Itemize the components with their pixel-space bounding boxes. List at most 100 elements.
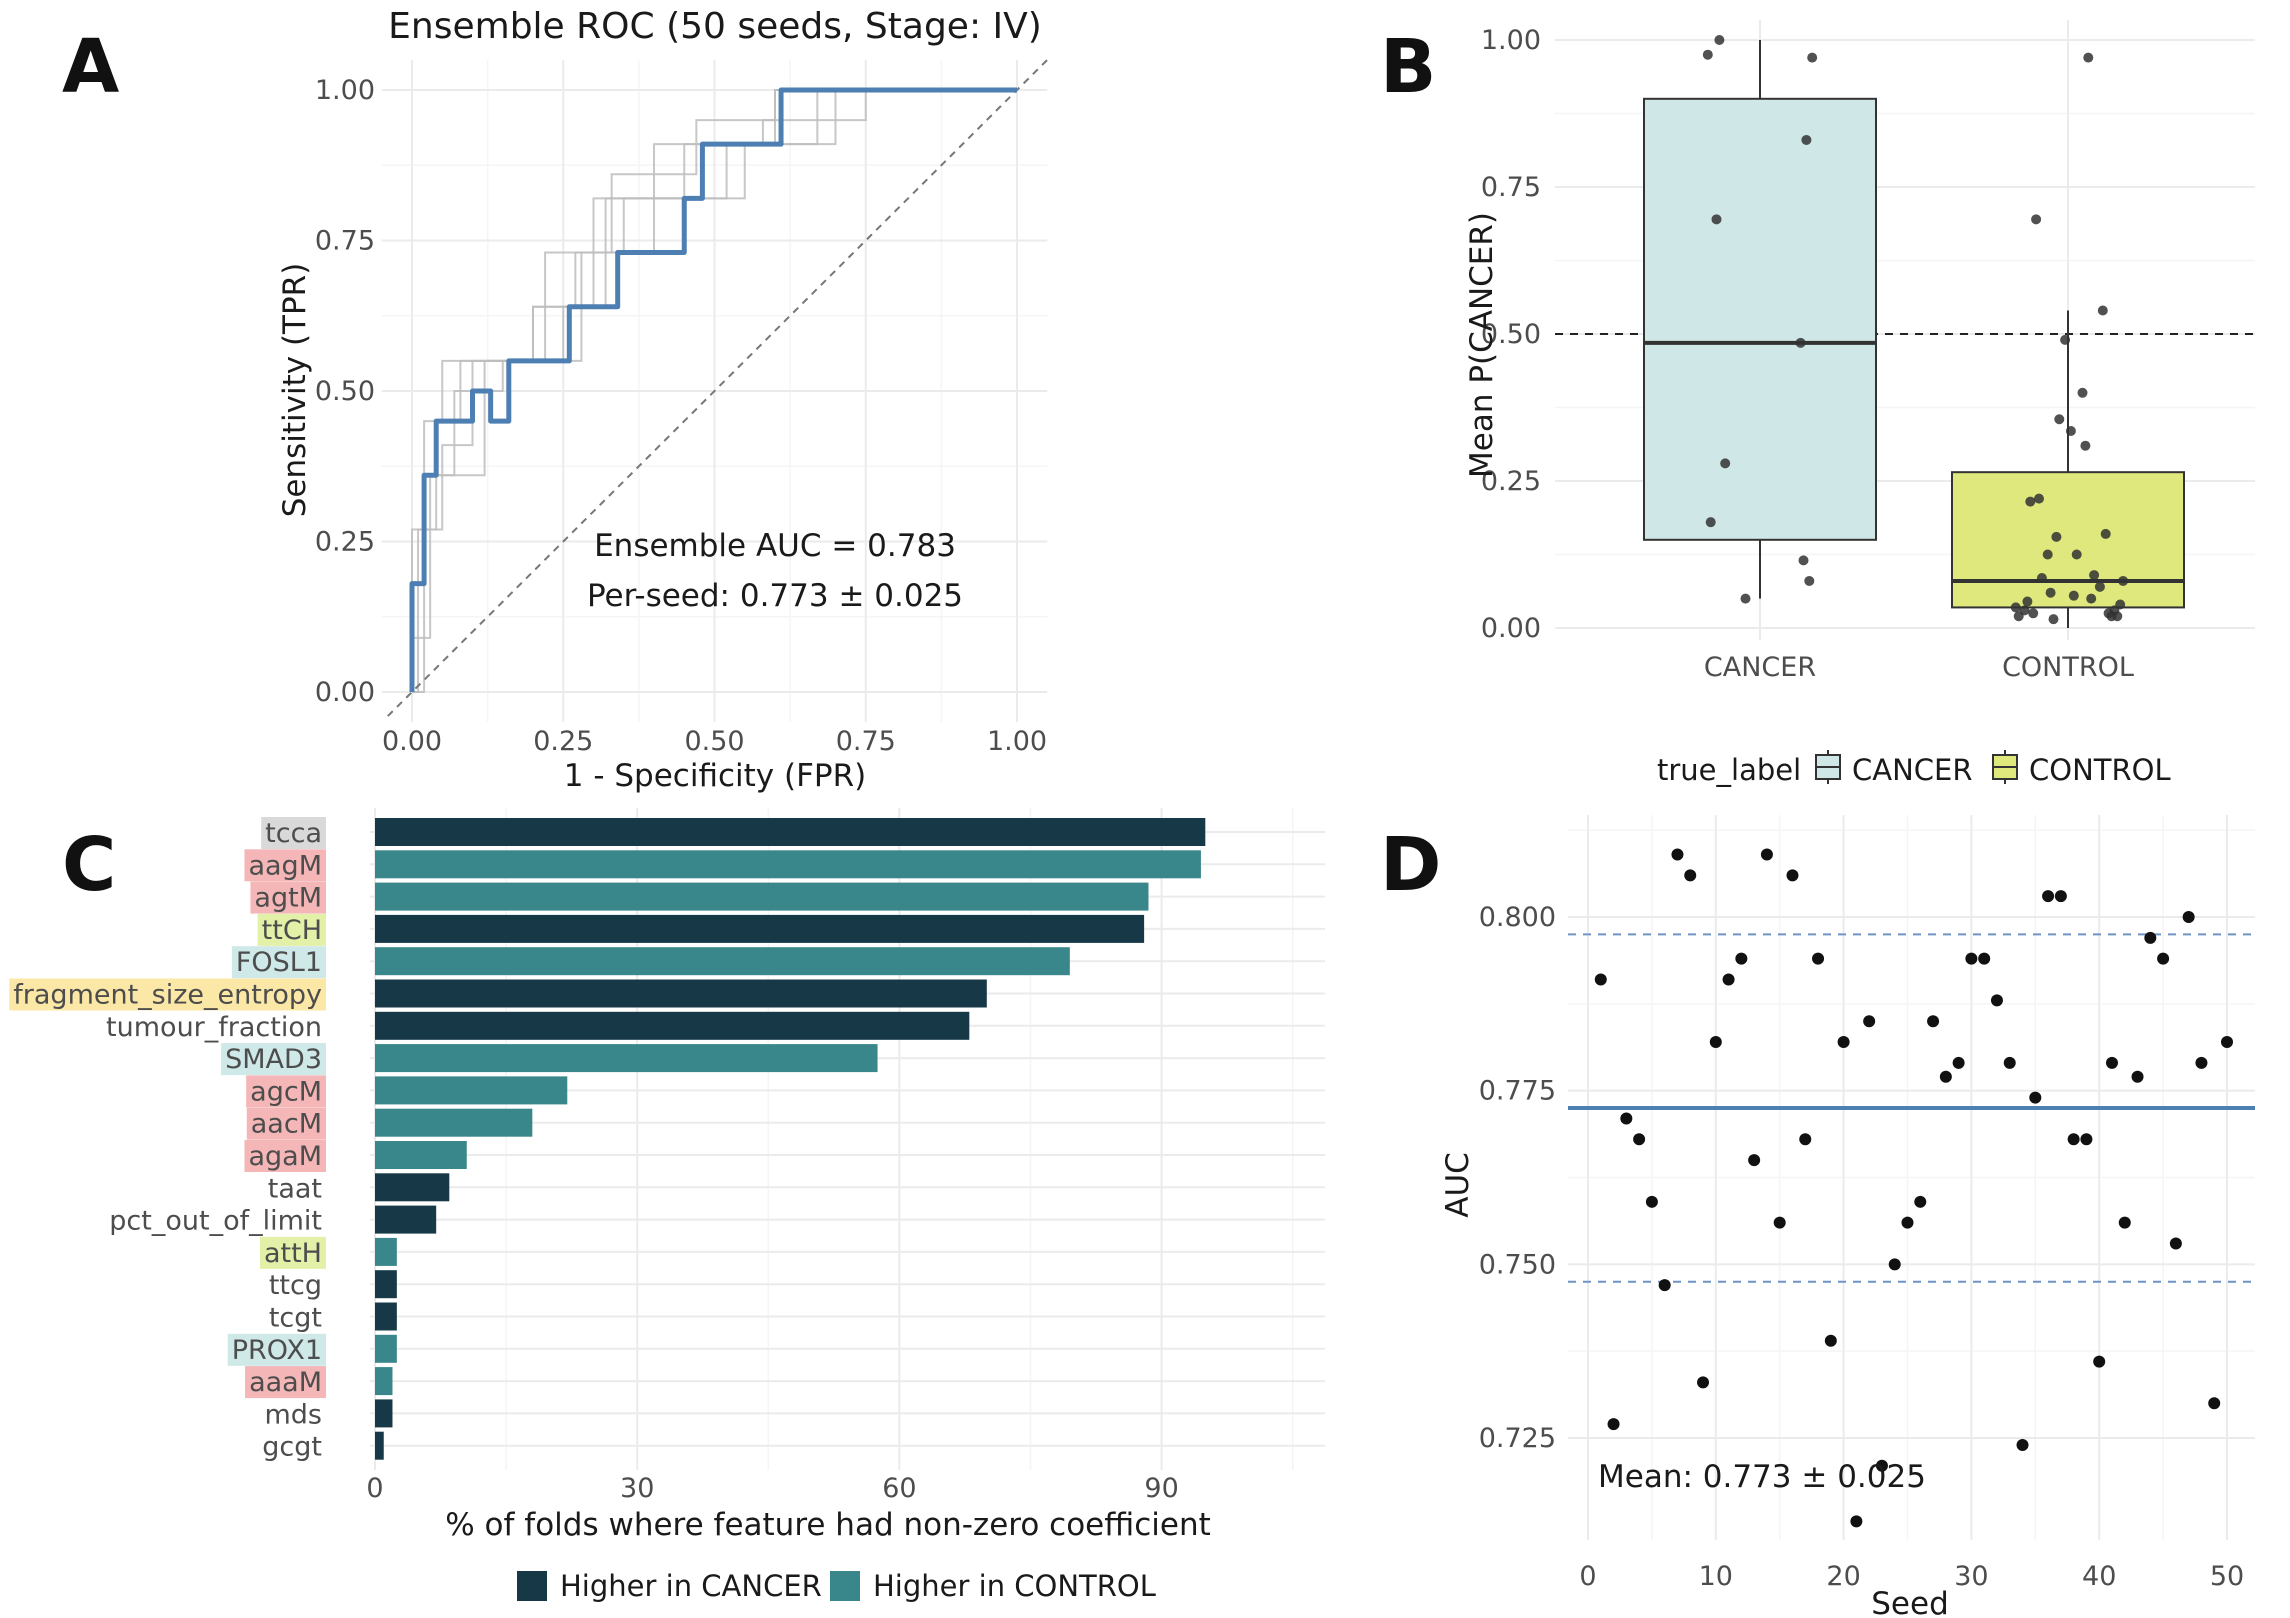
scatter-point xyxy=(1773,1216,1786,1229)
feature-label-highlight xyxy=(246,1107,326,1140)
feature-label: agtM xyxy=(254,883,322,914)
roc-per-seed-annotation: Per-seed: 0.773 ± 0.025 xyxy=(587,578,963,614)
scatter-point xyxy=(1850,1515,1863,1528)
seed-auc-panel: 0 10 20 30 40 50 0.725 0.750 0.775 0.800 Mean: 0… xyxy=(1440,815,2255,1618)
boxplot-data-point xyxy=(2022,596,2033,607)
scatter-point xyxy=(1633,1133,1646,1146)
boxplot-data-point xyxy=(2112,611,2123,622)
scatter-point xyxy=(2080,1133,2093,1146)
boxplot-data-point xyxy=(2042,549,2053,560)
scatter-point xyxy=(2131,1070,2144,1083)
feature-label: agcM xyxy=(250,1076,322,1107)
boxplot-data-point xyxy=(2045,587,2056,598)
scatter-point xyxy=(1594,973,1607,986)
scatter-point xyxy=(1735,952,1748,965)
legend-label-higher-control: Higher in CONTROL xyxy=(873,1569,1156,1603)
feature-label-highlight xyxy=(245,1366,326,1399)
feature-label-highlight xyxy=(244,1140,326,1172)
boxplot-legend: true_label CANCER CONTROL xyxy=(1657,750,2171,787)
scatter-y-ticks: 0.725 0.750 0.775 0.800 xyxy=(1479,902,1556,1454)
boxplot-data-point xyxy=(2036,573,2047,584)
scatter-point xyxy=(2003,1056,2016,1069)
roc-seed-curve xyxy=(411,89,1017,692)
scatter-point xyxy=(1645,1195,1658,1208)
scatter-point xyxy=(2157,952,2170,965)
roc-x-tick-label: 0.50 xyxy=(684,726,744,757)
feature-bar xyxy=(375,882,1149,911)
scatter-point xyxy=(1812,952,1825,965)
boxplot-data-point xyxy=(1795,337,1806,348)
boxplot-data-point xyxy=(2118,575,2129,586)
scatter-point xyxy=(2029,1091,2042,1104)
feature-label-highlight xyxy=(9,978,326,1011)
feature-bar xyxy=(375,1431,384,1460)
scatter-point xyxy=(1888,1258,1901,1271)
feature-bar xyxy=(375,818,1206,846)
scatter-point xyxy=(1824,1334,1837,1347)
boxplot-data-point xyxy=(2089,570,2100,581)
feature-label-highlight xyxy=(261,817,326,849)
scatter-point xyxy=(1607,1418,1620,1431)
scatter-point xyxy=(1671,848,1684,861)
scatter-x-axis-title: Seed xyxy=(1871,1586,1949,1618)
scatter-point xyxy=(1863,1015,1876,1028)
scatter-y-tick-label: 0.775 xyxy=(1479,1076,1556,1107)
feature-label: ttcg xyxy=(269,1270,322,1301)
boxplot-data-point xyxy=(1807,52,1818,63)
roc-x-tick-label: 0.25 xyxy=(533,726,593,757)
roc-x-tick-label: 1.00 xyxy=(987,726,1047,757)
feature-label-highlight xyxy=(244,849,326,882)
feature-label: PROX1 xyxy=(232,1335,322,1366)
roc-y-axis-title: Sensitivity (TPR) xyxy=(277,263,313,518)
feature-label: ttCH xyxy=(262,915,322,946)
scatter-point xyxy=(1837,1036,1850,1049)
boxplot-y-tick-label: 0.75 xyxy=(1481,172,1541,203)
roc-y-tick-label: 0.50 xyxy=(315,376,375,407)
feature-bar xyxy=(375,1044,878,1073)
panel-label-b: B xyxy=(1380,24,1436,110)
boxplot-box xyxy=(1951,471,2185,609)
feature-label: attH xyxy=(264,1238,322,1269)
scatter-x-tick-label: 30 xyxy=(1954,1561,1988,1592)
bar-x-tick-label: 60 xyxy=(882,1473,916,1504)
scatter-point xyxy=(1914,1195,1927,1208)
legend-key-control xyxy=(1992,750,2018,784)
boxplot-data-point xyxy=(2028,608,2039,619)
feature-label-highlight xyxy=(221,1043,326,1076)
boxplot-y-tick-label: 0.25 xyxy=(1481,466,1541,497)
boxplot-y-tick-label: 0.50 xyxy=(1481,319,1541,350)
feature-label: agaM xyxy=(248,1141,322,1172)
feature-bar xyxy=(375,947,1070,976)
roc-x-ticks: 0.00 0.25 0.50 0.75 1.00 xyxy=(382,726,1047,757)
boxplot-data-point xyxy=(2031,214,2042,225)
bar-x-axis-title: % of folds where feature had non-zero co… xyxy=(445,1507,1211,1543)
feature-bar xyxy=(375,1302,397,1331)
scatter-point xyxy=(1722,973,1735,986)
bar-legend: Higher in CANCER Higher in CONTROL xyxy=(517,1569,1156,1603)
boxplot-data-point xyxy=(1798,555,1809,566)
roc-ensemble-auc-annotation: Ensemble AUC = 0.783 xyxy=(594,528,956,564)
legend-label-control: CONTROL xyxy=(2029,753,2171,787)
bar-series xyxy=(375,818,1206,1460)
scatter-y-tick-label: 0.800 xyxy=(1479,902,1556,933)
scatter-point xyxy=(1990,994,2003,1007)
boxplot-points xyxy=(1702,35,2129,625)
scatter-y-tick-label: 0.725 xyxy=(1479,1423,1556,1454)
feature-label: tcca xyxy=(265,818,322,849)
roc-y-tick-label: 0.25 xyxy=(315,527,375,558)
scatter-point xyxy=(1697,1376,1710,1389)
scatter-point xyxy=(1875,1459,1888,1472)
boxplot-data-point xyxy=(1714,35,1725,45)
boxplot-data-point xyxy=(2034,493,2044,504)
boxplot-data-point xyxy=(2086,593,2097,604)
scatter-point xyxy=(2221,1036,2233,1049)
boxplot-x-ticks: CANCER CONTROL xyxy=(1704,652,2134,683)
scatter-point xyxy=(2042,890,2055,903)
scatter-x-tick-label: 40 xyxy=(2082,1561,2116,1592)
feature-bar xyxy=(375,1108,533,1137)
scatter-point xyxy=(1799,1133,1812,1146)
feature-bar xyxy=(375,1011,970,1040)
boxplot-panel: 0.00 0.25 0.50 0.75 1.00 CANCER CONTROL Mean … xyxy=(1464,20,2255,787)
boxplot-box xyxy=(1643,97,1877,541)
legend-swatch-control xyxy=(830,1571,860,1601)
